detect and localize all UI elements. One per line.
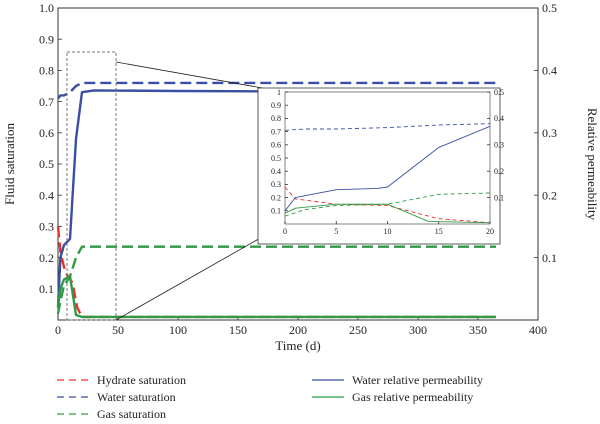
x-tick-label: 200 [289, 323, 307, 337]
inset-y2-tick-label: 0.3 [494, 141, 504, 150]
x-tick-label: 50 [112, 323, 124, 337]
x-tick-label: 400 [529, 323, 547, 337]
inset-y-tick-label: 0.1 [271, 207, 281, 216]
inset-series-gas-relative-permeability [284, 203, 491, 224]
inset-y-tick-label: 0.6 [271, 141, 281, 150]
inset-frame [257, 87, 501, 245]
x-tick-label: 100 [169, 323, 187, 337]
legend-label-hydrate-saturation: Hydrate saturation [97, 373, 186, 387]
legend-label-water-relative-permeability: Water relative permeability [352, 373, 483, 387]
inset-y-tick-label: 0.5 [271, 154, 281, 163]
x-axis-label: Time (d) [275, 338, 320, 353]
inset-x-tick-label: 0 [283, 227, 287, 236]
series-gas-relative-permeability [56, 275, 496, 319]
inset-series-hydrate-saturation [284, 186, 491, 224]
inset-y-tick-label: 0.7 [271, 127, 281, 136]
inset-y-tick-label: 0.9 [271, 101, 281, 110]
inset-y-tick-label: 0.8 [271, 114, 281, 123]
x-tick-label: 0 [55, 323, 61, 337]
legend: Hydrate saturation Water saturation Gas sa… [57, 373, 483, 421]
y2-tick-label: 0.1 [542, 251, 557, 265]
inset-y2-tick-label: 0.4 [494, 114, 504, 123]
zoom-box [66, 51, 117, 321]
y2-tick-label: 0.4 [542, 64, 557, 78]
y-axis-label: Fluid saturation [2, 123, 17, 205]
y-tick-label: 0.1 [39, 282, 54, 296]
main-series-group [56, 81, 497, 319]
inset-y-tick-label: 1 [277, 88, 281, 97]
inset-x-tick-label: 5 [334, 227, 338, 236]
y-tick-label: 0.7 [39, 95, 54, 109]
zoom-connector-bottom [115, 223, 286, 321]
legend-label-gas-saturation: Gas saturation [97, 407, 166, 421]
y-tick-label: 0.9 [39, 32, 54, 46]
zoom-connector-top [115, 61, 286, 93]
y-tick-label: 1.0 [39, 1, 54, 15]
y-tick-label: 0.5 [39, 157, 54, 171]
y-tick-label: 0.3 [39, 220, 54, 234]
series-water-saturation [57, 81, 496, 100]
inset-y-tick-label: 0.3 [271, 180, 281, 189]
inset-y-tick-label: 0.4 [271, 167, 281, 176]
inset-x-tick-label: 20 [486, 227, 494, 236]
y-tick-label: 0.8 [39, 64, 54, 78]
x-tick-label: 300 [409, 323, 427, 337]
y-tick-label: 0.6 [39, 126, 54, 140]
y2-tick-label: 0.5 [542, 1, 557, 15]
inset-y2-tick-label: 0.2 [494, 167, 504, 176]
inset-y-tick-label: 0.2 [271, 193, 281, 202]
inset-series-water-relative-permeability [284, 125, 491, 212]
inset-series-water-saturation [284, 123, 491, 131]
x-tick-label: 150 [229, 323, 247, 337]
inset-x-tick-label: 15 [435, 227, 443, 236]
x-tick-label: 350 [469, 323, 487, 337]
y2-tick-label: 0.2 [542, 188, 557, 202]
series-gas-saturation [56, 245, 496, 315]
x-tick-label: 250 [349, 323, 367, 337]
legend-label-water-saturation: Water saturation [97, 390, 176, 404]
inset-axes-ticks: 0 5 10 15 20 0.1 0.2 0.3 0.4 0.5 0.6 0.7 0.8 0.9 1 0.1 0… [271, 88, 504, 236]
legend-label-gas-relative-permeability: Gas relative permeability [352, 390, 473, 404]
inset-y2-tick-label: 0.1 [494, 193, 504, 202]
inset-x-tick-label: 10 [384, 227, 392, 236]
y2-tick-label: 0.3 [542, 126, 557, 140]
inset-y2-tick-label: 0.5 [494, 88, 504, 97]
y-tick-label: 0.4 [39, 188, 54, 202]
series-water-relative-permeability [56, 89, 497, 308]
y-tick-label: 0.2 [39, 251, 54, 265]
y2-axis-label: Relative permeability [585, 108, 600, 221]
inset-series-gas-saturation [284, 192, 491, 217]
inset-series-group [284, 123, 491, 224]
main-axes-ticks: 0 50 100 150 200 250 300 350 4000.10.20.30.40.50… [39, 1, 557, 337]
